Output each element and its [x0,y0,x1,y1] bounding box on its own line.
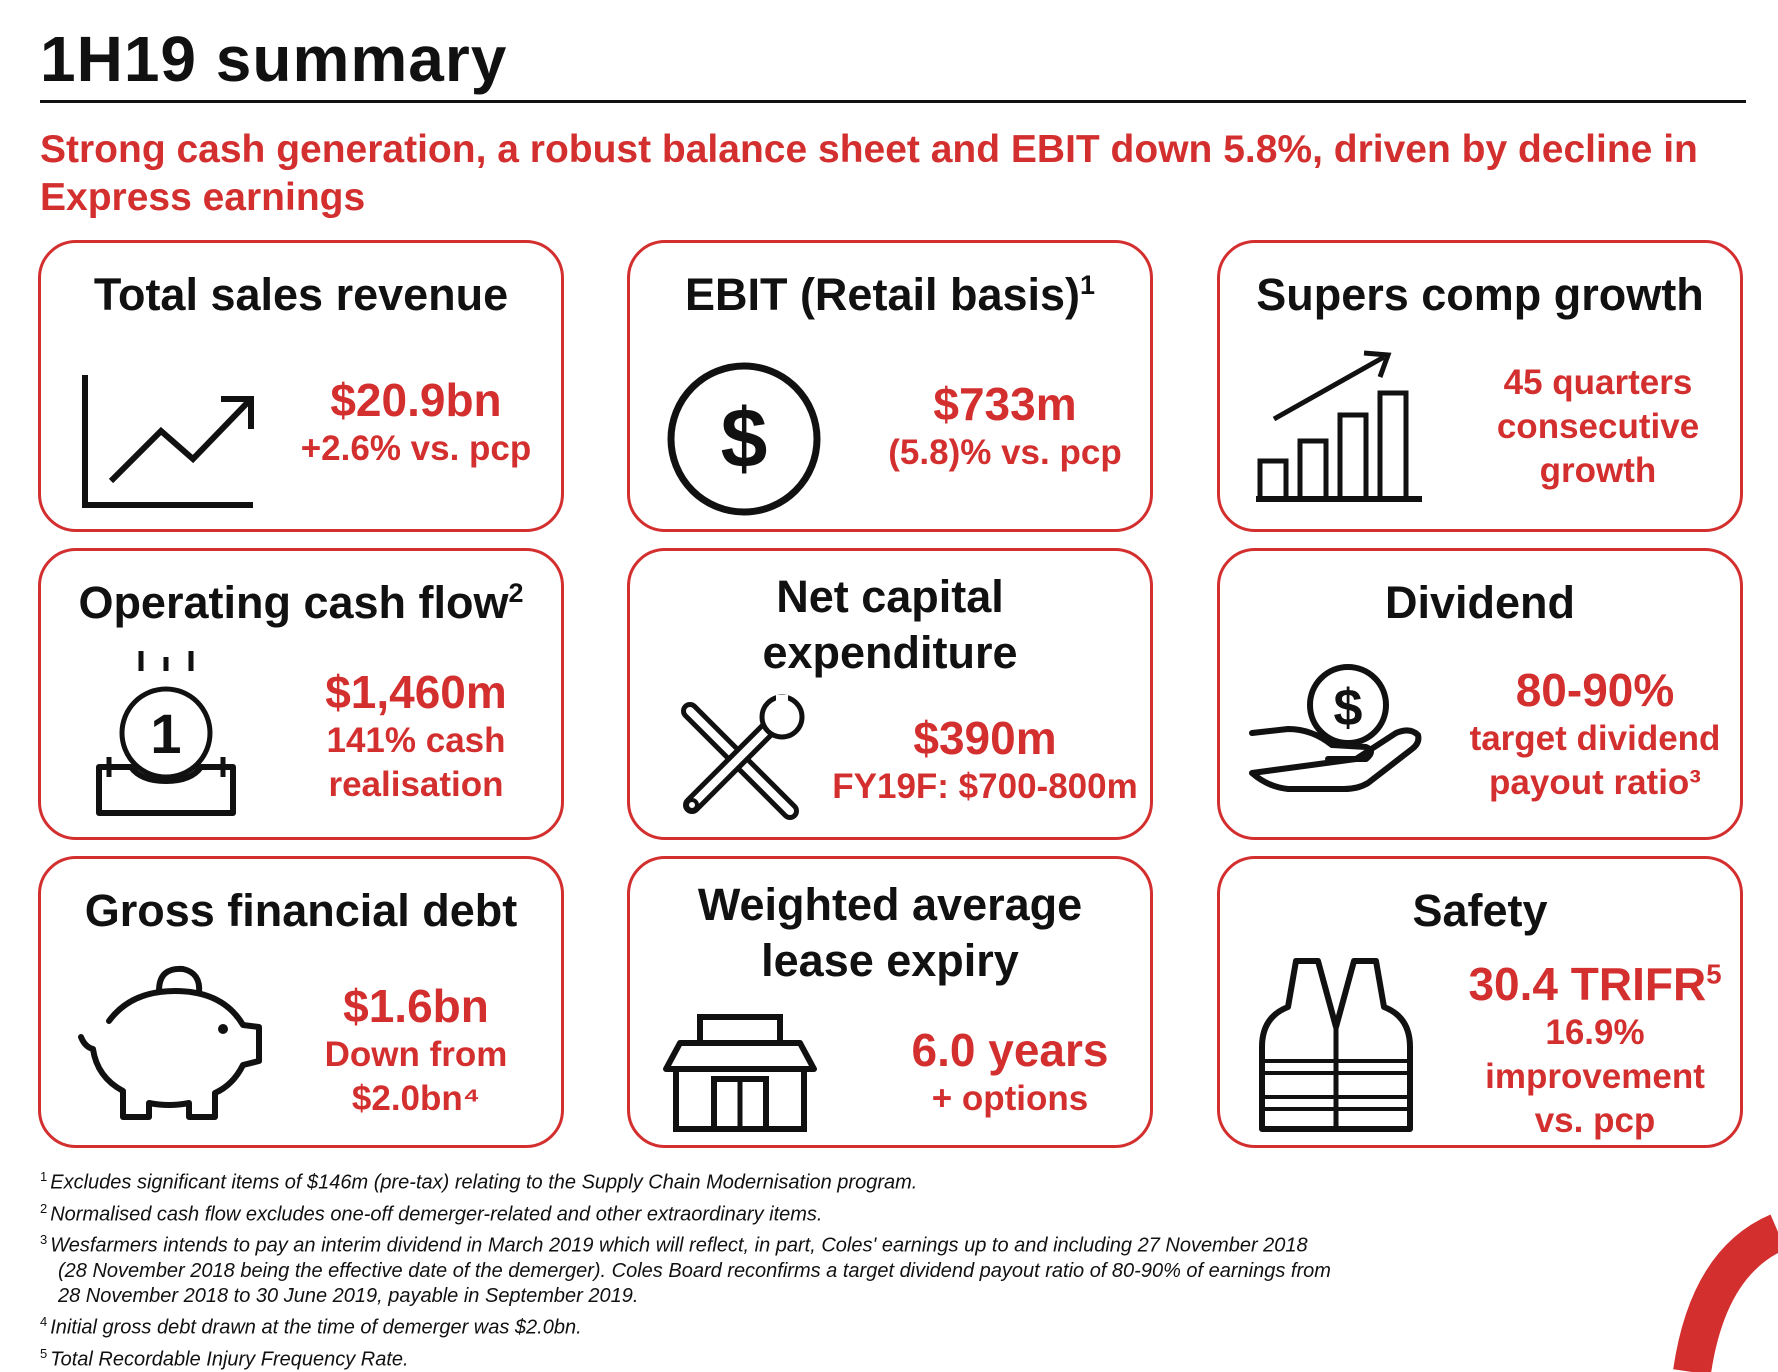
metric-line: 16.9% [1545,1013,1645,1052]
metric-line: payout ratio³ [1489,763,1701,802]
metric-value: $733m [933,378,1077,430]
card-title: Dividend [1384,577,1576,628]
footnote: (28 November 2018 being the effective da… [58,1259,1331,1282]
card-title: Operating cash flow2 [78,577,524,628]
svg-text:$: $ [721,391,768,485]
metric-line: + options [931,1079,1089,1118]
metric: $1.6bn Down from $2.0bn⁴ [291,979,541,1121]
piggy-bank-icon [78,965,262,1120]
title-divider [40,100,1746,103]
card-title: Net capital expenditure [762,571,1018,678]
trend-up-chart-icon [82,375,254,508]
footnote: 3 Wesfarmers intends to pay an interim di… [40,1232,1308,1257]
metric-value: $1.6bn [343,980,489,1032]
card-weighted-average-lease-expiry: Weighted average lease expiry 6.0 years … [627,856,1153,1148]
metric-value: $1,460m [325,666,507,718]
metric-line: FY19F: $700-800m [832,767,1138,806]
card-title: Safety [1412,885,1548,936]
card-title: Gross financial debt [84,885,518,936]
footnote: 2 Normalised cash flow excludes one-off d… [40,1200,823,1226]
card-title: Supers comp growth [1256,269,1704,320]
store-icon [663,1014,817,1132]
metric: $390m FY19F: $700-800m [820,711,1150,809]
page-subtitle: Strong cash generation, a robust balance… [40,128,1698,219]
footnotes: 1 Excludes significant items of $146m (pr… [40,1164,1600,1372]
footnote: 1 Excludes significant items of $146m (pr… [40,1169,918,1194]
footnote: 5 Total Recordable Injury Frequency Rate. [40,1345,409,1371]
card-title: EBIT (Retail basis)1 [684,269,1096,320]
metric: $733m (5.8)% vs. pcp [860,377,1150,475]
safety-vest-icon [1259,958,1413,1132]
card-gross-financial-debt: Gross financial debt $1.6bn Down from $2… [38,856,564,1148]
metric-line: target dividend [1469,719,1721,758]
dollar-coin-icon: $ [667,362,821,516]
metric-line: +2.6% vs. pcp [300,429,532,468]
metric-line: improvement [1485,1057,1705,1096]
card-dividend: Dividend $ 80-90% target dividend payout… [1217,548,1743,840]
metric-value: $390m [913,712,1057,764]
metric-value: 6.0 years [911,1024,1109,1076]
card-supers-comp-growth: Supers comp growth 45 quarters consecuti… [1217,240,1743,532]
metric-line: vs. pcp [1534,1101,1656,1140]
page-title: 1H19 summary [40,23,508,95]
metric: 80-90% target dividend payout ratio³ [1450,663,1740,805]
footnote: 4 Initial gross debt drawn at the time of… [40,1313,582,1339]
card-total-sales-revenue: Total sales revenue $20.9bn +2.6% vs. pc… [38,240,564,532]
metric: 30.4 TRIFR5 16.9% improvement vs. pcp [1450,957,1740,1143]
bar-growth-icon [1256,350,1422,502]
card-title: Weighted average lease expiry [697,879,1083,986]
metric-line: consecutive [1496,407,1700,446]
hand-coin-icon: $ [1249,664,1422,792]
metric-value: $20.9bn [330,374,502,426]
card-title: Total sales revenue [93,269,509,320]
corner-arc-decoration [1673,1214,1778,1372]
metric: $1,460m 141% cash realisation [291,665,541,807]
metric-line: realisation [328,765,504,804]
metric: $20.9bn +2.6% vs. pcp [291,373,541,471]
metric-line: 45 quarters [1503,363,1693,402]
coin-tray-icon: 1 [96,651,236,816]
card-operating-cash-flow: Operating cash flow2 1 $1,460m 141% cash… [38,548,564,840]
metric: 6.0 years + options [870,1023,1150,1121]
footnote: 28 November 2018 to 30 June 2019, payabl… [58,1284,639,1307]
metric-line: $2.0bn⁴ [351,1079,481,1118]
metric-line: 141% cash [326,721,506,760]
tools-icon [681,694,805,820]
metric-value: 80-90% [1515,664,1675,716]
metric: 45 quarters consecutive growth [1460,361,1736,493]
metric-line: Down from [324,1035,508,1074]
metric-line: (5.8)% vs. pcp [888,433,1122,472]
card-safety: Safety 30.4 TRIFR5 16.9% improvement vs.… [1217,856,1743,1148]
metric-value: 30.4 TRIFR5 [1468,958,1722,1010]
card-ebit: EBIT (Retail basis)1 $ $733m (5.8)% vs. … [627,240,1153,532]
card-net-capital-expenditure: Net capital expenditure $390m FY19F: $70… [627,548,1153,840]
svg-text:1: 1 [150,702,181,765]
svg-text:$: $ [1334,679,1363,737]
metric-line: growth [1539,451,1657,490]
